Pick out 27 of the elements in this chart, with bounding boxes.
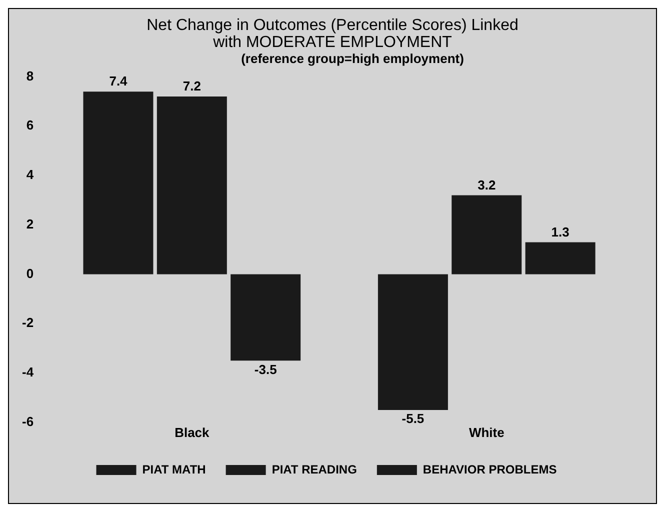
data-label: 7.2 bbox=[182, 78, 201, 94]
legend-label: BEHAVIOR PROBLEMS bbox=[422, 462, 557, 476]
y-tick-label: 0 bbox=[26, 266, 34, 281]
bar bbox=[378, 274, 448, 410]
y-tick-label: 4 bbox=[26, 167, 34, 182]
bar bbox=[230, 274, 301, 361]
legend-label: PIAT MATH bbox=[142, 462, 206, 476]
y-tick-label: 6 bbox=[26, 118, 34, 133]
chart-subtitle: (reference group=high employment) bbox=[240, 51, 465, 66]
bar bbox=[83, 92, 154, 274]
data-label: 1.3 bbox=[551, 224, 570, 240]
y-tick-label: 8 bbox=[26, 68, 34, 84]
x-tick-label: Black bbox=[174, 424, 210, 440]
y-tick-label: 2 bbox=[26, 216, 34, 232]
x-tick-label: White bbox=[468, 424, 504, 440]
y-tick-label: -2 bbox=[22, 315, 34, 330]
data-label: 7.4 bbox=[109, 74, 128, 89]
y-tick-label: -4 bbox=[22, 364, 34, 380]
bar bbox=[452, 195, 522, 274]
y-tick-label: -6 bbox=[22, 414, 34, 429]
data-label: -3.5 bbox=[254, 362, 277, 377]
chart-title: Net Change in Outcomes (Percentile Scores) Linked with MODERATE EMPLOYMENT bbox=[146, 17, 520, 51]
bar bbox=[156, 96, 227, 274]
data-label: 3.2 bbox=[478, 177, 496, 192]
bar bbox=[525, 242, 596, 274]
data-label: -5.5 bbox=[402, 411, 424, 426]
legend-label: PIAT READING bbox=[272, 462, 357, 476]
